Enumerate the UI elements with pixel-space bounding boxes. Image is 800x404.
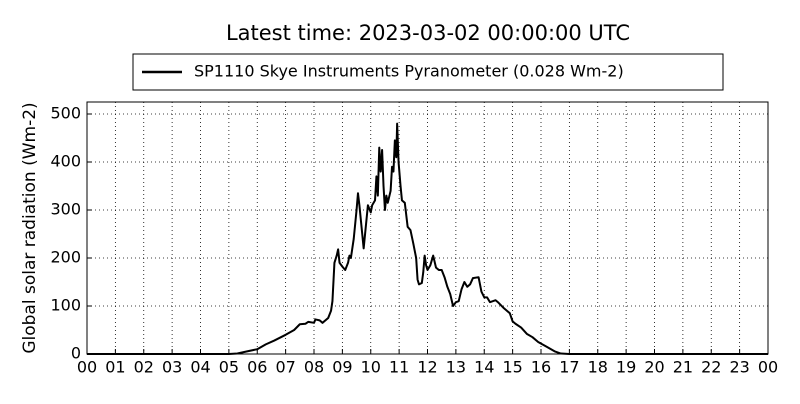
x-tick-label: 23: [729, 358, 749, 377]
x-tick-label: 10: [361, 358, 381, 377]
x-tick-label: 14: [474, 358, 494, 377]
x-tick-label: 09: [332, 358, 352, 377]
legend-label: SP1110 Skye Instruments Pyranometer (0.0…: [194, 62, 624, 81]
x-tick-label: 11: [389, 358, 409, 377]
x-tick-label: 04: [190, 358, 210, 377]
y-tick-label: 200: [50, 248, 81, 267]
x-tick-label: 18: [588, 358, 608, 377]
y-tick-label: 500: [50, 104, 81, 123]
y-tick-label: 0: [71, 344, 81, 363]
x-tick-label: 05: [219, 358, 239, 377]
x-tick-label: 07: [275, 358, 295, 377]
x-tick-label: 13: [446, 358, 466, 377]
x-tick-label: 02: [134, 358, 154, 377]
y-tick-label: 400: [50, 152, 81, 171]
legend-box: [132, 53, 724, 91]
chart-title: Latest time: 2023-03-02 00:00:00 UTC: [226, 21, 630, 45]
x-tick-label: 19: [616, 358, 636, 377]
y-tick-label: 300: [50, 200, 81, 219]
x-tick-label: 08: [304, 358, 324, 377]
x-tick-label: 21: [673, 358, 693, 377]
x-tick-label: 16: [531, 358, 551, 377]
x-tick-label: 17: [559, 358, 579, 377]
line-series: [87, 122, 768, 355]
x-tick-label: 00: [77, 358, 97, 377]
y-axis-label: Global solar radiation (Wm-2): [20, 102, 40, 353]
y-tick-label: 100: [50, 296, 81, 315]
x-tick-label: 06: [247, 358, 267, 377]
x-tick-label: 03: [162, 358, 182, 377]
plot-frame: [86, 101, 769, 355]
x-tick-label: 15: [502, 358, 522, 377]
x-tick-label: 01: [105, 358, 125, 377]
x-tick-label: 12: [417, 358, 437, 377]
x-tick-label: 00: [758, 358, 778, 377]
x-tick-label: 22: [701, 358, 721, 377]
x-tick-label: 20: [644, 358, 664, 377]
